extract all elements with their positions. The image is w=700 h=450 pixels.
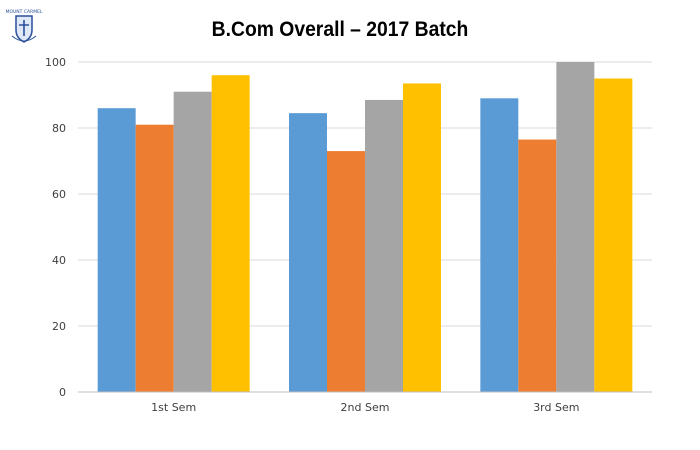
bar — [594, 78, 633, 392]
y-tick-label: 20 — [52, 320, 66, 333]
y-tick-label: 0 — [59, 386, 66, 399]
x-category-label: 3rd Sem — [533, 401, 579, 414]
bar — [173, 91, 212, 392]
bars — [97, 62, 633, 393]
bar — [327, 151, 365, 392]
bar — [518, 139, 557, 392]
bar — [211, 75, 250, 392]
y-axis-ticks: 0 20 40 60 80 100 — [45, 56, 66, 399]
x-category-label: 2nd Sem — [341, 401, 390, 414]
bar — [97, 108, 136, 392]
logo-cross-icon — [19, 20, 29, 36]
logo-text: MOUNT CARMEL — [6, 9, 43, 15]
bar — [135, 124, 174, 392]
x-axis: 1st Sem 2nd Sem 3rd Sem — [78, 391, 652, 414]
chart-title: B.Com Overall – 2017 Batch — [211, 18, 469, 41]
y-tick-label: 80 — [52, 122, 66, 135]
x-category-label: 1st Sem — [151, 401, 196, 414]
y-tick-label: 100 — [45, 56, 66, 69]
y-tick-label: 40 — [52, 254, 66, 267]
college-logo: MOUNT CARMEL — [6, 9, 43, 43]
bar — [480, 98, 519, 393]
bar — [556, 62, 595, 392]
bar — [403, 83, 441, 392]
y-tick-label: 60 — [52, 188, 66, 201]
bar — [365, 99, 403, 392]
bar — [289, 113, 327, 393]
